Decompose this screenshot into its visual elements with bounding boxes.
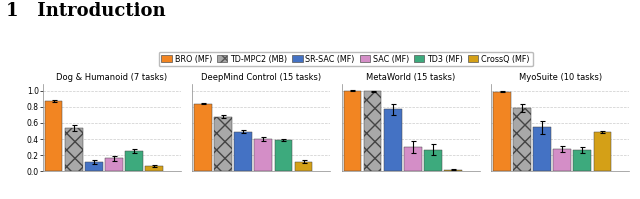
Bar (554, 149, 571, 171)
Title: DeepMind Control (15 tasks): DeepMind Control (15 tasks) (201, 73, 321, 82)
Bar (65, 128, 83, 171)
Title: MyoSuite (10 tasks): MyoSuite (10 tasks) (518, 73, 602, 82)
Bar (255, 139, 272, 171)
Bar (275, 140, 292, 171)
Bar (573, 150, 591, 171)
Bar (384, 109, 401, 171)
Bar (194, 104, 212, 171)
Title: MetaWorld (15 tasks): MetaWorld (15 tasks) (366, 73, 455, 82)
Text: 1   Introduction: 1 Introduction (6, 2, 166, 20)
Bar (234, 132, 252, 171)
Title: Dog & Humanoid (7 tasks): Dog & Humanoid (7 tasks) (56, 73, 168, 82)
Bar (344, 91, 362, 171)
Bar (424, 150, 442, 171)
Bar (105, 158, 123, 171)
Bar (214, 117, 232, 171)
Legend: BRO (MF), TD-MPC2 (MB), SR-SAC (MF), SAC (MF), TD3 (MF), CrossQ (MF): BRO (MF), TD-MPC2 (MB), SR-SAC (MF), SAC… (159, 52, 532, 66)
Bar (513, 108, 531, 171)
Bar (45, 101, 63, 171)
Bar (444, 170, 462, 171)
Bar (85, 162, 102, 171)
Bar (533, 127, 551, 171)
Bar (295, 162, 312, 171)
Bar (364, 91, 381, 171)
Bar (594, 132, 611, 171)
Bar (404, 147, 422, 171)
Bar (145, 166, 163, 171)
Bar (493, 92, 511, 171)
Bar (125, 151, 143, 171)
